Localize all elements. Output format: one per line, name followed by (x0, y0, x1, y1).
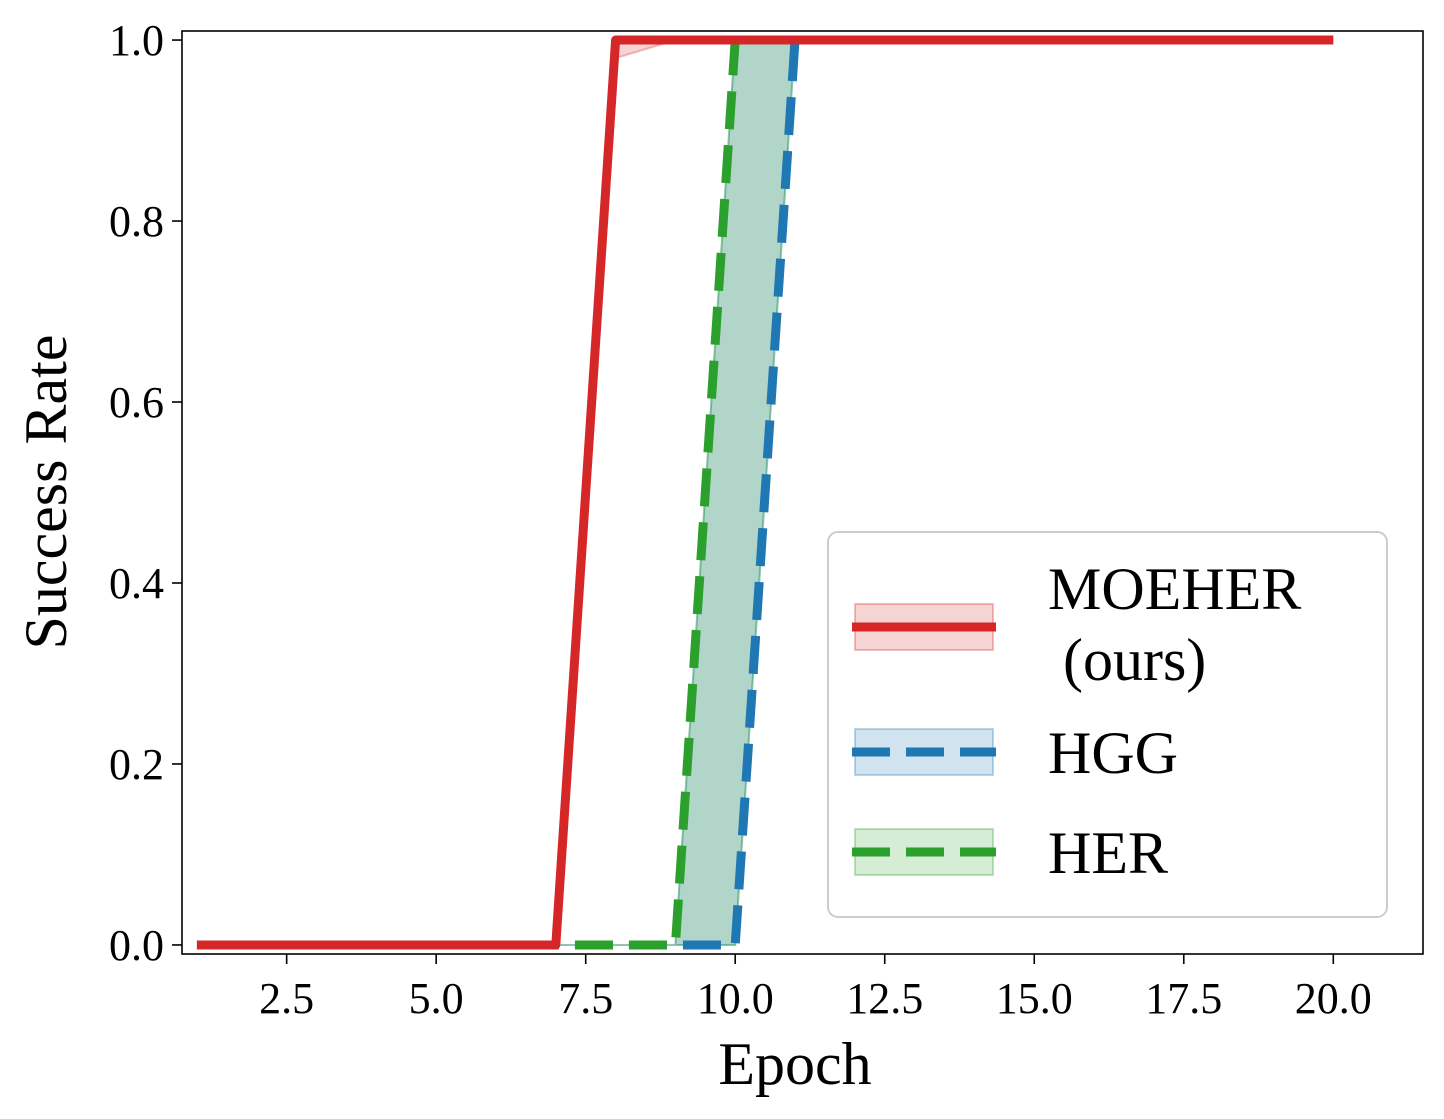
x-axis-label: Epoch (718, 1031, 871, 1097)
y-tick-label: 0.6 (109, 378, 164, 427)
series-lines (196, 35, 1334, 950)
line-series-0 (196, 35, 1334, 950)
x-axis-ticks: 2.5 5.0 7.5 10.0 12.5 15.0 17.5 20.0 (259, 954, 1372, 1023)
x-tick-label: 17.5 (1145, 974, 1222, 1023)
legend-label-line: (ours) (1048, 627, 1206, 693)
x-tick-label: 2.5 (259, 974, 314, 1023)
y-tick-label: 0.0 (109, 921, 164, 970)
legend-label-2: HER (1048, 820, 1168, 886)
x-tick-label: 15.0 (996, 974, 1073, 1023)
legend-label-line: MOEHER (1048, 556, 1301, 622)
y-axis-ticks: 0.0 0.2 0.4 0.6 0.8 1.0 (109, 16, 182, 970)
y-tick-label: 0.4 (109, 559, 164, 608)
x-tick-label: 10.0 (697, 974, 774, 1023)
x-tick-label: 20.0 (1295, 974, 1372, 1023)
legend: MOEHER (ours) HGG HER (827, 531, 1388, 918)
y-tick-label: 1.0 (109, 16, 164, 65)
y-axis-label: Success Rate (13, 335, 79, 650)
x-tick-label: 5.0 (409, 974, 464, 1023)
y-tick-label: 0.8 (109, 197, 164, 246)
x-tick-label: 7.5 (558, 974, 613, 1023)
legend-label-0: MOEHER (ours) (1048, 556, 1301, 693)
y-tick-label: 0.2 (109, 740, 164, 789)
plot-frame (181, 30, 1424, 955)
x-tick-label: 12.5 (846, 974, 923, 1023)
legend-label-1: HGG (1048, 720, 1178, 786)
